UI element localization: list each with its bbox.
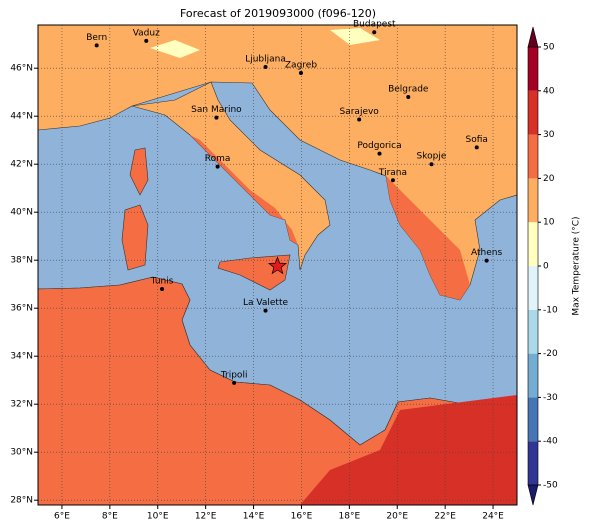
y-tick-label: 36°N [10, 304, 33, 314]
colorbar-bin [528, 134, 538, 179]
city-dot [214, 115, 219, 120]
city-dot [215, 164, 220, 169]
colorbar: -50 -40 -30 -20 -10 0 10 20 30 40 50 Max Temperatur… [527, 26, 582, 506]
x-tick-label: 6°E [54, 512, 70, 522]
y-tick-label: 42°N [10, 160, 33, 170]
colorbar-bin [528, 222, 538, 266]
colorbar-tick-label: 10 [543, 218, 555, 228]
colorbar-tick-label: 0 [543, 262, 549, 272]
city-label: Bern [86, 33, 107, 43]
chart-title: Forecast of 2019093000 (f096-120) [180, 7, 376, 20]
city-label: Ljubljana [245, 55, 286, 65]
city-label: Belgrade [388, 85, 429, 95]
x-tick-label: 8°E [102, 512, 118, 522]
sardinia [121, 204, 149, 271]
hot-area [300, 395, 517, 505]
city-dot [377, 151, 382, 156]
city-label: Sarajevo [340, 107, 380, 117]
x-tick-label: 24°E [482, 512, 504, 522]
y-tick-label: 44°N [10, 112, 33, 122]
balkan-coast [386, 176, 470, 300]
city-dot [372, 30, 377, 35]
y-tick-label: 38°N [10, 256, 33, 266]
x-tick-label: 10°E [147, 512, 169, 522]
city-label: Tripoli [220, 370, 248, 380]
city-dot [232, 380, 237, 385]
city-label: Podgorica [357, 141, 401, 151]
city-dot [390, 178, 395, 183]
colorbar-tick-label: -20 [543, 349, 558, 359]
city-dot [474, 145, 479, 150]
colorbar-bin [528, 266, 538, 310]
city-dot [144, 38, 149, 43]
city-dot [263, 308, 268, 313]
city-dot [94, 43, 99, 48]
city-label: Tirana [378, 168, 407, 178]
city-label: La Valette [243, 298, 288, 308]
x-tick-label: 14°E [243, 512, 265, 522]
location-marker [267, 256, 288, 275]
colorbar-under [527, 484, 539, 506]
colorbar-bin [528, 353, 538, 398]
city-dot [429, 162, 434, 167]
y-tick-label: 34°N [10, 352, 33, 362]
colorbar-tick-label: -10 [543, 305, 558, 315]
city-label: Roma [205, 154, 231, 164]
y-tick-label: 32°N [10, 400, 33, 410]
city-label: Sofia [466, 135, 488, 145]
x-tick-label: 18°E [339, 512, 361, 522]
grid-layer: 6°E 8°E 10°E 12°E 14°E 16°E 18°E 20°E 22°E 24°E 28… [10, 25, 517, 522]
colorbar-tick-label: -40 [543, 437, 558, 447]
colorbar-tick-label: -50 [543, 481, 558, 491]
map-frame [37, 24, 518, 506]
x-tick-label: 12°E [195, 512, 217, 522]
city-label: Tunis [150, 277, 174, 287]
corsica [129, 147, 149, 196]
city-label: Athens [471, 248, 502, 258]
y-tick-label: 46°N [10, 64, 33, 74]
colorbar-bin [528, 441, 538, 485]
cool-area [150, 28, 380, 58]
y-tick-label: 28°N [10, 496, 33, 506]
colorbar-over [527, 26, 539, 48]
city-dot [298, 71, 303, 75]
colorbar-bin [528, 309, 538, 354]
x-tick-label: 16°E [291, 512, 313, 522]
colorbar-tick-label: -30 [543, 393, 558, 403]
x-tick-label: 20°E [386, 512, 408, 522]
colorbar-bin [528, 90, 538, 135]
city-dot [406, 95, 411, 99]
city-dot [160, 287, 165, 291]
colorbar-tick-label: 50 [543, 43, 555, 53]
x-tick-label: 22°E [434, 512, 456, 522]
city-label: Zagreb [285, 61, 317, 71]
city-dot [357, 117, 362, 122]
colorbar-label: Max Temperature (°C) [572, 216, 582, 315]
y-tick-label: 30°N [10, 448, 33, 458]
city-label: Vaduz [133, 28, 160, 38]
city-label: San Marino [191, 105, 242, 115]
colorbar-bin [528, 178, 538, 223]
y-tick-label: 40°N [10, 208, 33, 218]
city-label: Skopje [417, 152, 447, 162]
city-dot [484, 258, 489, 263]
colorbar-tick-label: 40 [543, 86, 555, 96]
colorbar-tick-label: 30 [543, 130, 555, 140]
colorbar-bin [528, 47, 538, 91]
city-dot [263, 65, 268, 69]
colorbar-tick-label: 20 [543, 174, 555, 184]
colorbar-bin [528, 397, 538, 442]
